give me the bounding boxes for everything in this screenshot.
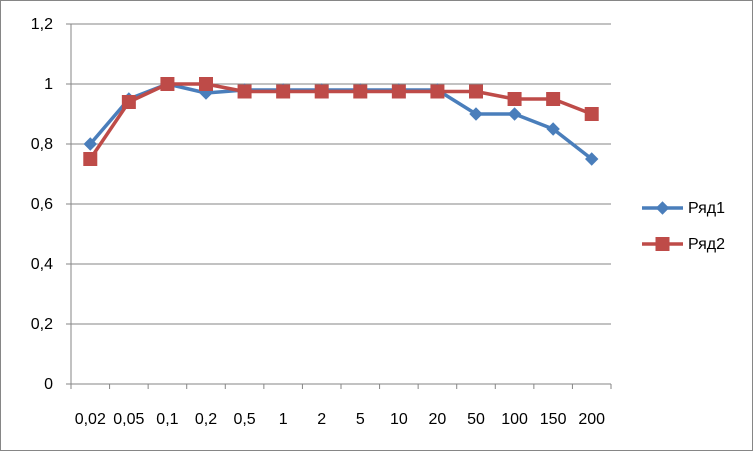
data-point [83, 137, 97, 151]
x-tick-label: 20 [429, 411, 447, 428]
data-point [391, 84, 406, 99]
legend-label: Ряд2 [688, 236, 725, 253]
x-tick-label: 5 [356, 411, 365, 428]
x-tick-label: 200 [578, 411, 605, 428]
series-2 [83, 77, 599, 166]
data-point [469, 107, 483, 121]
y-tick-label: 0,6 [31, 196, 53, 213]
x-tick-label: 0,5 [233, 411, 255, 428]
data-point [469, 84, 483, 99]
data-point [584, 107, 599, 121]
legend-item: Ряд2 [642, 236, 725, 253]
x-tick-label: 0,1 [156, 411, 178, 428]
data-point [237, 84, 252, 99]
data-point [430, 84, 445, 99]
series-lines [83, 77, 599, 166]
data-point [546, 92, 561, 106]
y-tick-label: 1,2 [31, 16, 53, 33]
data-point [507, 92, 522, 106]
y-tick-label: 1 [44, 76, 53, 93]
x-tick-label: 100 [501, 411, 528, 428]
x-tick-label: 0,05 [113, 411, 144, 428]
data-point [160, 77, 175, 91]
x-tick-label: 2 [317, 411, 326, 428]
y-tick-label: 0,8 [31, 136, 53, 153]
data-point [314, 84, 329, 99]
y-axis-tick-labels: 0 0,2 0,4 0,6 0,8 1 1,2 [31, 16, 53, 393]
data-point [546, 122, 560, 136]
data-point [83, 152, 98, 166]
legend-item: Ряд1 [642, 200, 725, 217]
y-tick-label: 0,2 [31, 316, 53, 333]
data-point [585, 152, 599, 166]
x-tick-label: 10 [390, 411, 408, 428]
legend-marker [655, 201, 670, 215]
data-point [353, 84, 368, 99]
y-tick-label: 0 [44, 376, 53, 393]
legend-label: Ряд1 [688, 200, 725, 217]
x-tick-label: 150 [540, 411, 567, 428]
x-tick-label: 50 [467, 411, 485, 428]
data-point [199, 77, 213, 91]
x-tick-label: 1 [279, 411, 288, 428]
legend-marker [655, 237, 670, 251]
y-tick-label: 0,4 [31, 256, 53, 273]
axes [66, 23, 612, 389]
x-tick-label: 0,02 [75, 411, 106, 428]
x-axis-tick-labels: 0,02 0,05 0,1 0,2 0,5 1 2 5 10 20 50 100 150 200 [75, 411, 605, 428]
gridlines [71, 23, 611, 325]
data-point [121, 95, 136, 109]
data-point [276, 84, 291, 99]
x-tick-label: 0,2 [195, 411, 217, 428]
data-point [507, 107, 522, 121]
legend: Ряд1 Ряд2 [642, 200, 725, 253]
